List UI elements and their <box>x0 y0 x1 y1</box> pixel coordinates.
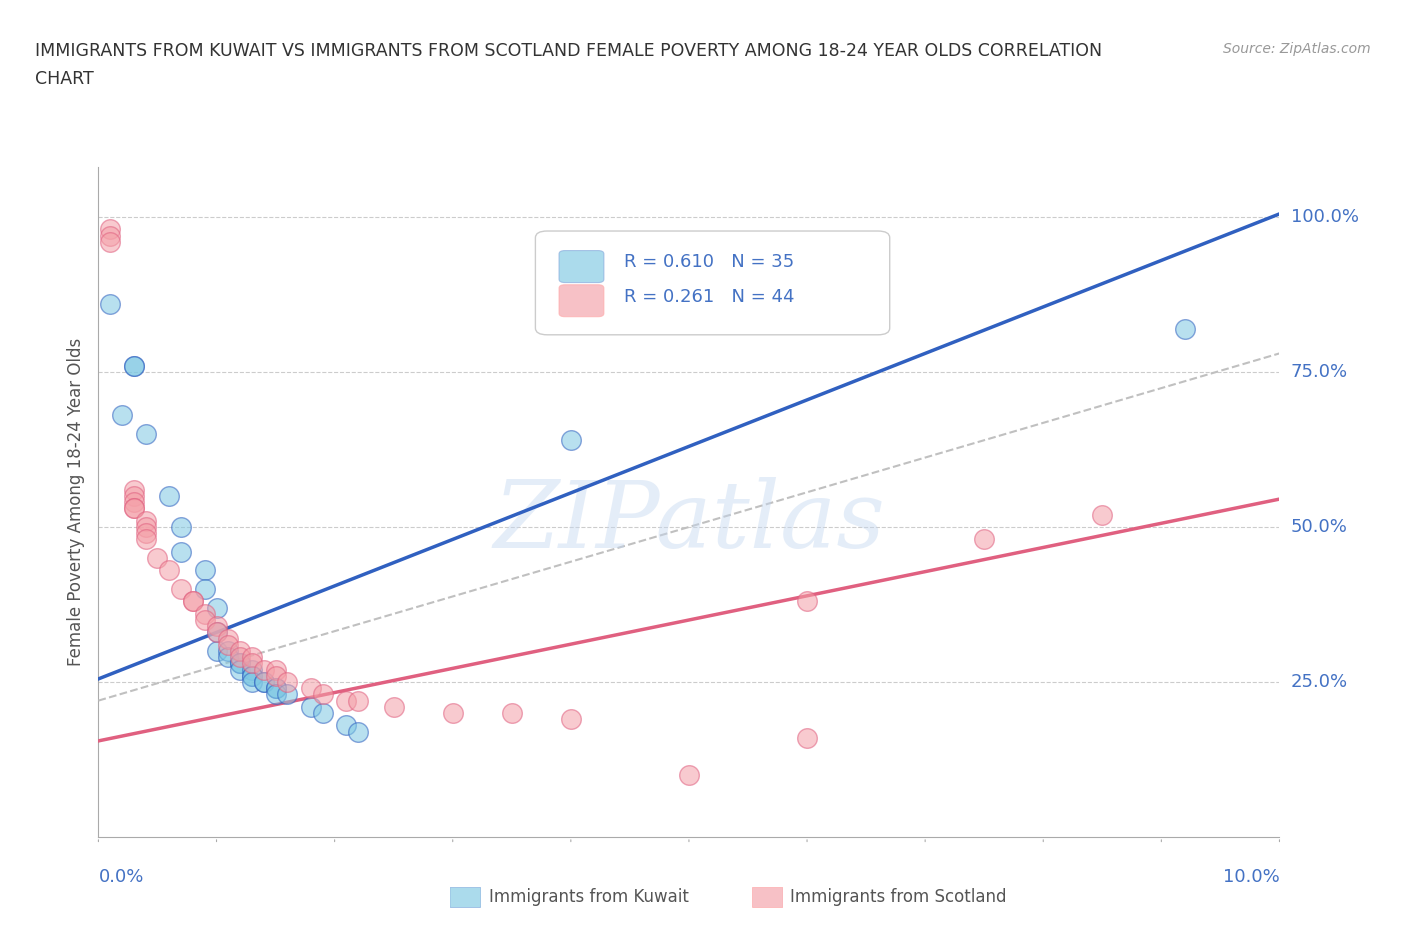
Point <box>312 706 335 721</box>
Text: Source: ZipAtlas.com: Source: ZipAtlas.com <box>1223 42 1371 56</box>
Text: 0.0%: 0.0% <box>98 868 143 885</box>
FancyBboxPatch shape <box>560 285 605 317</box>
Point <box>229 644 252 658</box>
Point <box>253 662 276 677</box>
Point <box>122 495 145 510</box>
Point <box>135 427 157 442</box>
Point <box>135 513 157 528</box>
Point <box>205 644 228 658</box>
Text: Immigrants from Kuwait: Immigrants from Kuwait <box>489 888 689 907</box>
Point <box>312 687 335 702</box>
Text: 75.0%: 75.0% <box>1291 363 1348 381</box>
Point <box>335 718 357 733</box>
Point <box>205 600 228 615</box>
Point <box>335 693 357 708</box>
FancyBboxPatch shape <box>536 231 890 335</box>
Point <box>796 594 818 609</box>
Point <box>181 594 204 609</box>
Point <box>347 693 370 708</box>
Text: 100.0%: 100.0% <box>1291 208 1358 226</box>
Point <box>264 681 287 696</box>
Point <box>240 656 263 671</box>
Point <box>194 563 217 578</box>
Point <box>347 724 370 739</box>
Point <box>973 532 995 547</box>
Text: Immigrants from Scotland: Immigrants from Scotland <box>790 888 1007 907</box>
Point <box>229 656 252 671</box>
Point <box>122 358 145 373</box>
Point <box>264 687 287 702</box>
Point <box>678 767 700 782</box>
Point <box>253 674 276 689</box>
Point <box>240 669 263 684</box>
Point <box>194 613 217 628</box>
Point <box>98 222 121 237</box>
Point <box>122 488 145 503</box>
Point <box>240 662 263 677</box>
Point <box>678 315 700 330</box>
Point <box>299 699 322 714</box>
Text: R = 0.261   N = 44: R = 0.261 N = 44 <box>624 287 794 306</box>
Point <box>229 662 252 677</box>
Point <box>122 358 145 373</box>
Point <box>111 408 134 423</box>
Text: CHART: CHART <box>35 70 94 87</box>
FancyBboxPatch shape <box>560 250 605 283</box>
Point <box>501 706 523 721</box>
Point <box>276 687 298 702</box>
Point <box>146 551 169 565</box>
Point <box>217 644 239 658</box>
Point <box>122 501 145 516</box>
Point <box>98 228 121 243</box>
Point <box>217 650 239 665</box>
Point <box>181 594 204 609</box>
Point <box>122 483 145 498</box>
Point <box>299 681 322 696</box>
Point <box>240 669 263 684</box>
Point <box>98 234 121 249</box>
Point <box>135 532 157 547</box>
Point <box>135 520 157 535</box>
Point <box>229 656 252 671</box>
Point <box>205 625 228 640</box>
Point <box>264 662 287 677</box>
Point <box>194 581 217 596</box>
Text: R = 0.610   N = 35: R = 0.610 N = 35 <box>624 254 794 272</box>
Point <box>796 730 818 745</box>
Point <box>217 631 239 646</box>
Point <box>240 674 263 689</box>
Point <box>205 625 228 640</box>
Point <box>98 297 121 312</box>
Point <box>253 674 276 689</box>
Point <box>122 501 145 516</box>
Text: 25.0%: 25.0% <box>1291 673 1348 691</box>
Text: ZIPatlas: ZIPatlas <box>494 477 884 567</box>
Text: 50.0%: 50.0% <box>1291 518 1347 536</box>
Point <box>170 520 193 535</box>
Point <box>157 563 180 578</box>
Text: 10.0%: 10.0% <box>1223 868 1279 885</box>
Point <box>1174 321 1197 336</box>
FancyBboxPatch shape <box>752 887 783 908</box>
Point <box>441 706 464 721</box>
Point <box>194 606 217 621</box>
Point <box>382 699 405 714</box>
Point <box>157 488 180 503</box>
Point <box>560 711 582 726</box>
Point <box>240 650 263 665</box>
Point <box>170 581 193 596</box>
Point <box>264 681 287 696</box>
Point <box>560 432 582 447</box>
Point <box>229 650 252 665</box>
Point <box>276 674 298 689</box>
Point <box>1091 507 1114 522</box>
Point <box>205 618 228 633</box>
Y-axis label: Female Poverty Among 18-24 Year Olds: Female Poverty Among 18-24 Year Olds <box>66 339 84 666</box>
FancyBboxPatch shape <box>450 887 481 908</box>
Point <box>264 669 287 684</box>
Text: IMMIGRANTS FROM KUWAIT VS IMMIGRANTS FROM SCOTLAND FEMALE POVERTY AMONG 18-24 YE: IMMIGRANTS FROM KUWAIT VS IMMIGRANTS FRO… <box>35 42 1102 60</box>
Point <box>135 525 157 540</box>
Point <box>217 637 239 652</box>
Point <box>170 544 193 559</box>
